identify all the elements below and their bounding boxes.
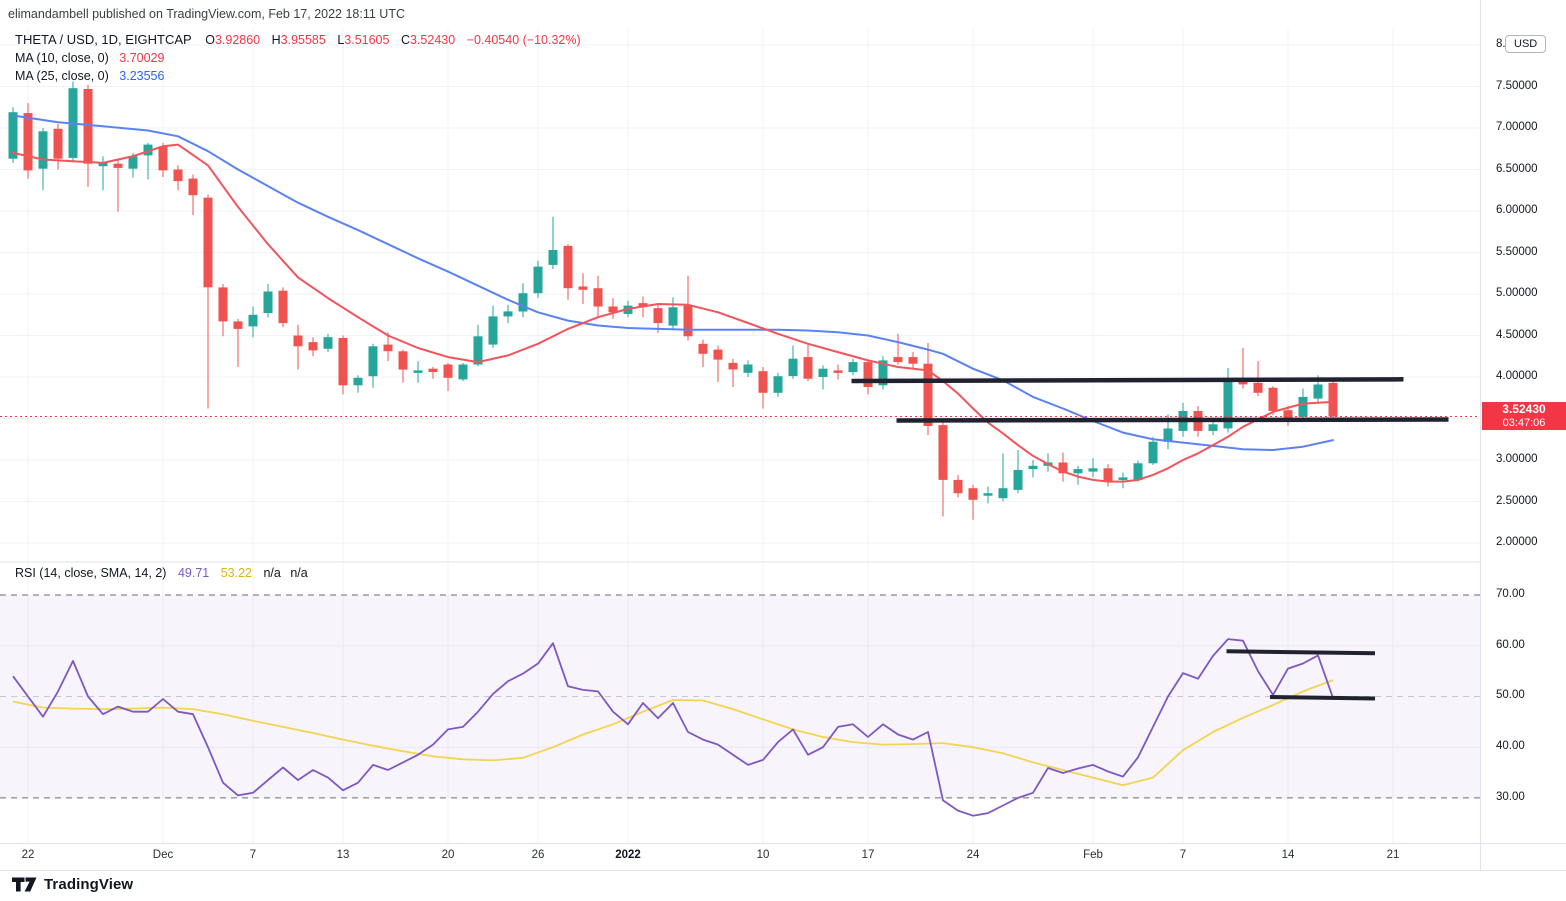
rsi-value: 49.71 [177, 566, 210, 580]
time-tick-label: 20 [441, 849, 455, 861]
ma25-line[interactable] [12, 114, 1334, 451]
price-tick-label: 7.50000 [1496, 80, 1538, 92]
price-trendline-1[interactable] [851, 377, 1404, 384]
price-tick-label: 4.00000 [1496, 370, 1538, 382]
last-price-label: 3.52430 03:47:06 [1482, 402, 1566, 430]
price-tick-label: 2.50000 [1496, 495, 1538, 507]
tradingview-logo[interactable]: TradingView [12, 876, 133, 893]
last-price-value: 3.52430 [1502, 402, 1546, 416]
candles-group[interactable] [8, 81, 1338, 520]
price-tick-label: 5.50000 [1496, 246, 1538, 258]
ma10-label: MA (10, close, 0) [15, 51, 109, 65]
symbol-title[interactable]: THETA / USD, 1D, EIGHTCAP [15, 32, 192, 47]
ohlc-high: H3.95585 [271, 33, 326, 47]
time-tick-label: Dec [152, 849, 174, 861]
chart-area[interactable]: THETA / USD, 1D, EIGHTCAP O3.92860 H3.95… [0, 0, 1480, 843]
time-tick-label: 17 [861, 849, 875, 861]
rsi-tick-label: 40.00 [1496, 740, 1525, 752]
time-tick-label: 2022 [615, 849, 641, 861]
rsi-trendline-2[interactable] [1269, 695, 1376, 701]
symbol-legend: THETA / USD, 1D, EIGHTCAP O3.92860 H3.95… [15, 31, 589, 85]
price-tick-label: 6.50000 [1496, 163, 1538, 175]
ohlc-low: L3.51605 [337, 33, 390, 47]
bar-countdown: 03:47:06 [1502, 417, 1546, 429]
rsi-tick-label: 70.00 [1496, 588, 1525, 600]
time-tick-label: 14 [1281, 849, 1295, 861]
rsi-na-1: n/a [263, 566, 281, 580]
ma10-value: 3.70029 [119, 51, 165, 65]
time-axis[interactable]: 22 Dec 7 13 20 26 2022 10 17 24 Feb 7 14 21 [0, 843, 1480, 871]
ma10-line[interactable] [12, 143, 1334, 483]
time-tick-label: 21 [1386, 849, 1400, 861]
price-tick-label: 5.00000 [1496, 287, 1538, 299]
price-tick-label: 2.00000 [1496, 536, 1538, 548]
price-tick-label: 6.00000 [1496, 204, 1538, 216]
tradingview-logo-icon [12, 877, 37, 892]
rsi-sma-line[interactable] [12, 679, 1334, 787]
ohlc-open: O3.92860 [205, 33, 261, 47]
rsi-tick-label: 60.00 [1496, 639, 1525, 651]
time-tick-label: 24 [966, 849, 980, 861]
price-trendline-2[interactable] [896, 417, 1449, 423]
symbol-title-row[interactable]: THETA / USD, 1D, EIGHTCAP O3.92860 H3.95… [15, 31, 589, 49]
time-tick-label: 10 [756, 849, 770, 861]
rsi-trendline-1[interactable] [1226, 649, 1376, 656]
time-tick-label: 26 [531, 849, 545, 861]
rsi-line[interactable] [12, 638, 1334, 817]
rsi-legend-row[interactable]: RSI (14, close, SMA, 14, 2) 49.71 53.22 … [15, 566, 314, 580]
ma10-legend-row[interactable]: MA (10, close, 0) 3.70029 [15, 49, 589, 67]
attribution-text: elimandambell published on TradingView.c… [8, 7, 405, 21]
rsi-tick-label: 30.00 [1496, 791, 1525, 803]
footer: TradingView [0, 869, 1566, 901]
ma25-legend-row[interactable]: MA (25, close, 0) 3.23556 [15, 67, 589, 85]
price-tick-label: 3.00000 [1496, 453, 1538, 465]
price-tick-label: 7.00000 [1496, 121, 1538, 133]
rsi-na-2: n/a [290, 566, 308, 580]
rsi-sma-value: 53.22 [220, 566, 252, 580]
ma25-label: MA (25, close, 0) [15, 69, 109, 83]
time-tick-label: 22 [21, 849, 35, 861]
ohlc-close: C3.52430 [400, 33, 456, 47]
time-tick-label: 7 [249, 849, 257, 861]
tradingview-logo-text: TradingView [44, 876, 134, 893]
rsi-tick-label: 50.00 [1496, 689, 1525, 701]
ma25-value: 3.23556 [119, 69, 165, 83]
time-tick-label: Feb [1083, 849, 1103, 861]
chart-svg[interactable] [0, 0, 1480, 843]
gridlines [0, 28, 1480, 843]
time-tick-label: 13 [336, 849, 350, 861]
price-axis[interactable]: 8.000007.500007.000006.500006.000005.500… [1480, 0, 1566, 869]
currency-toggle[interactable]: USD [1505, 35, 1547, 53]
rsi-label: RSI (14, close, SMA, 14, 2) [15, 566, 167, 580]
axis-corner [1480, 843, 1566, 871]
price-tick-label: 4.50000 [1496, 329, 1538, 341]
change-value: −0.40540 (−10.32%) [466, 33, 581, 47]
time-tick-label: 7 [1179, 849, 1187, 861]
